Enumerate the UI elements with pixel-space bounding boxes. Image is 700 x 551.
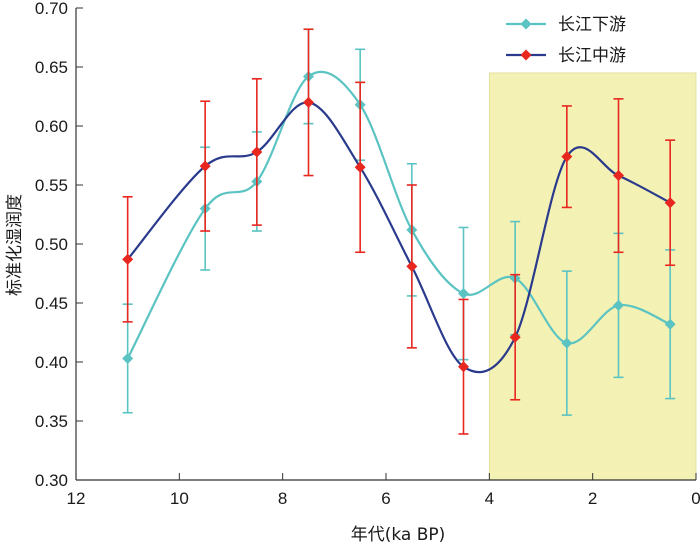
x-tick-label: 0 [691,489,700,508]
x-tick-label: 12 [67,489,86,508]
y-tick-label: 0.30 [35,471,68,490]
x-tick-label: 2 [588,489,597,508]
y-tick-label: 0.50 [35,235,68,254]
data-point [613,170,624,182]
y-axis-label: 标准化湿润度 [5,194,25,296]
legend-swatch-marker [520,18,532,30]
data-point [122,352,134,364]
data-point [458,288,469,300]
data-point [509,331,521,343]
y-tick-label: 0.45 [35,294,68,313]
data-point [664,318,676,330]
highlight-region [488,72,697,481]
data-point [303,96,314,108]
data-point [122,253,134,265]
x-tick-label: 6 [381,489,390,508]
y-tick-label: 0.60 [35,117,68,136]
x-tick-label: 8 [278,489,287,508]
data-point [354,161,366,173]
x-tick-label: 10 [170,489,189,508]
legend-label: 长江下游 [558,15,626,35]
data-point [664,197,676,209]
legend-item: 长江下游 [506,15,626,35]
data-point [199,160,211,172]
data-point [561,151,573,163]
data-point [406,260,418,272]
y-tick-label: 0.40 [35,353,68,372]
x-axis-label: 年代(ka BP) [351,525,446,545]
y-tick-label: 0.55 [35,176,68,195]
y-tick-label: 0.65 [35,58,68,77]
legend-item: 长江中游 [506,46,626,66]
data-point [458,361,469,373]
data-point [613,299,624,311]
legend-swatch-marker [520,49,532,61]
data-point [251,146,263,158]
legend-label: 长江中游 [558,46,626,66]
data-point [561,337,573,349]
y-tick-label: 0.70 [35,0,68,18]
y-tick-label: 0.35 [35,412,68,431]
series-2 [122,28,676,435]
x-tick-label: 4 [485,489,494,508]
